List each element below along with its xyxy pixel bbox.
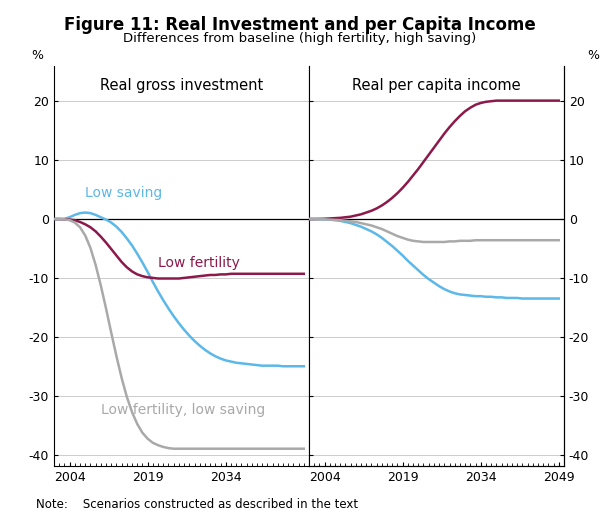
Text: Low fertility: Low fertility xyxy=(158,256,240,270)
Text: Low saving: Low saving xyxy=(85,186,163,200)
Text: Differences from baseline (high fertility, high saving): Differences from baseline (high fertilit… xyxy=(124,32,476,45)
Text: %: % xyxy=(31,49,43,62)
Text: Low fertility, low saving: Low fertility, low saving xyxy=(101,404,265,417)
Text: Note:    Scenarios constructed as described in the text: Note: Scenarios constructed as described… xyxy=(36,498,358,511)
Text: %: % xyxy=(587,49,599,62)
Text: Figure 11: Real Investment and per Capita Income: Figure 11: Real Investment and per Capit… xyxy=(64,16,536,34)
Text: Real per capita income: Real per capita income xyxy=(352,78,521,93)
Text: Real gross investment: Real gross investment xyxy=(100,78,263,93)
